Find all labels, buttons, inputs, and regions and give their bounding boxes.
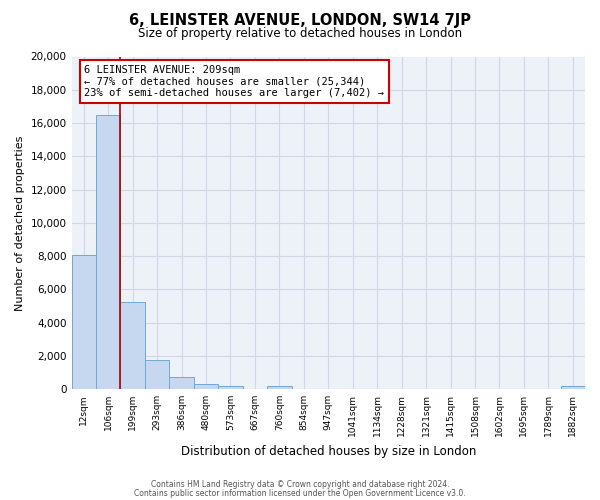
Text: Size of property relative to detached houses in London: Size of property relative to detached ho… — [138, 28, 462, 40]
Text: Contains HM Land Registry data © Crown copyright and database right 2024.: Contains HM Land Registry data © Crown c… — [151, 480, 449, 489]
Bar — [560, 386, 585, 389]
Bar — [96, 114, 121, 389]
Bar — [218, 386, 242, 389]
Bar — [194, 384, 218, 389]
X-axis label: Distribution of detached houses by size in London: Distribution of detached houses by size … — [181, 444, 476, 458]
Bar — [267, 386, 292, 389]
Text: Contains public sector information licensed under the Open Government Licence v3: Contains public sector information licen… — [134, 488, 466, 498]
Text: 6, LEINSTER AVENUE, LONDON, SW14 7JP: 6, LEINSTER AVENUE, LONDON, SW14 7JP — [129, 12, 471, 28]
Bar — [169, 376, 194, 389]
Bar — [121, 302, 145, 389]
Text: 6 LEINSTER AVENUE: 209sqm
← 77% of detached houses are smaller (25,344)
23% of s: 6 LEINSTER AVENUE: 209sqm ← 77% of detac… — [85, 65, 385, 98]
Bar — [145, 360, 169, 389]
Bar — [71, 256, 96, 389]
Y-axis label: Number of detached properties: Number of detached properties — [15, 135, 25, 310]
